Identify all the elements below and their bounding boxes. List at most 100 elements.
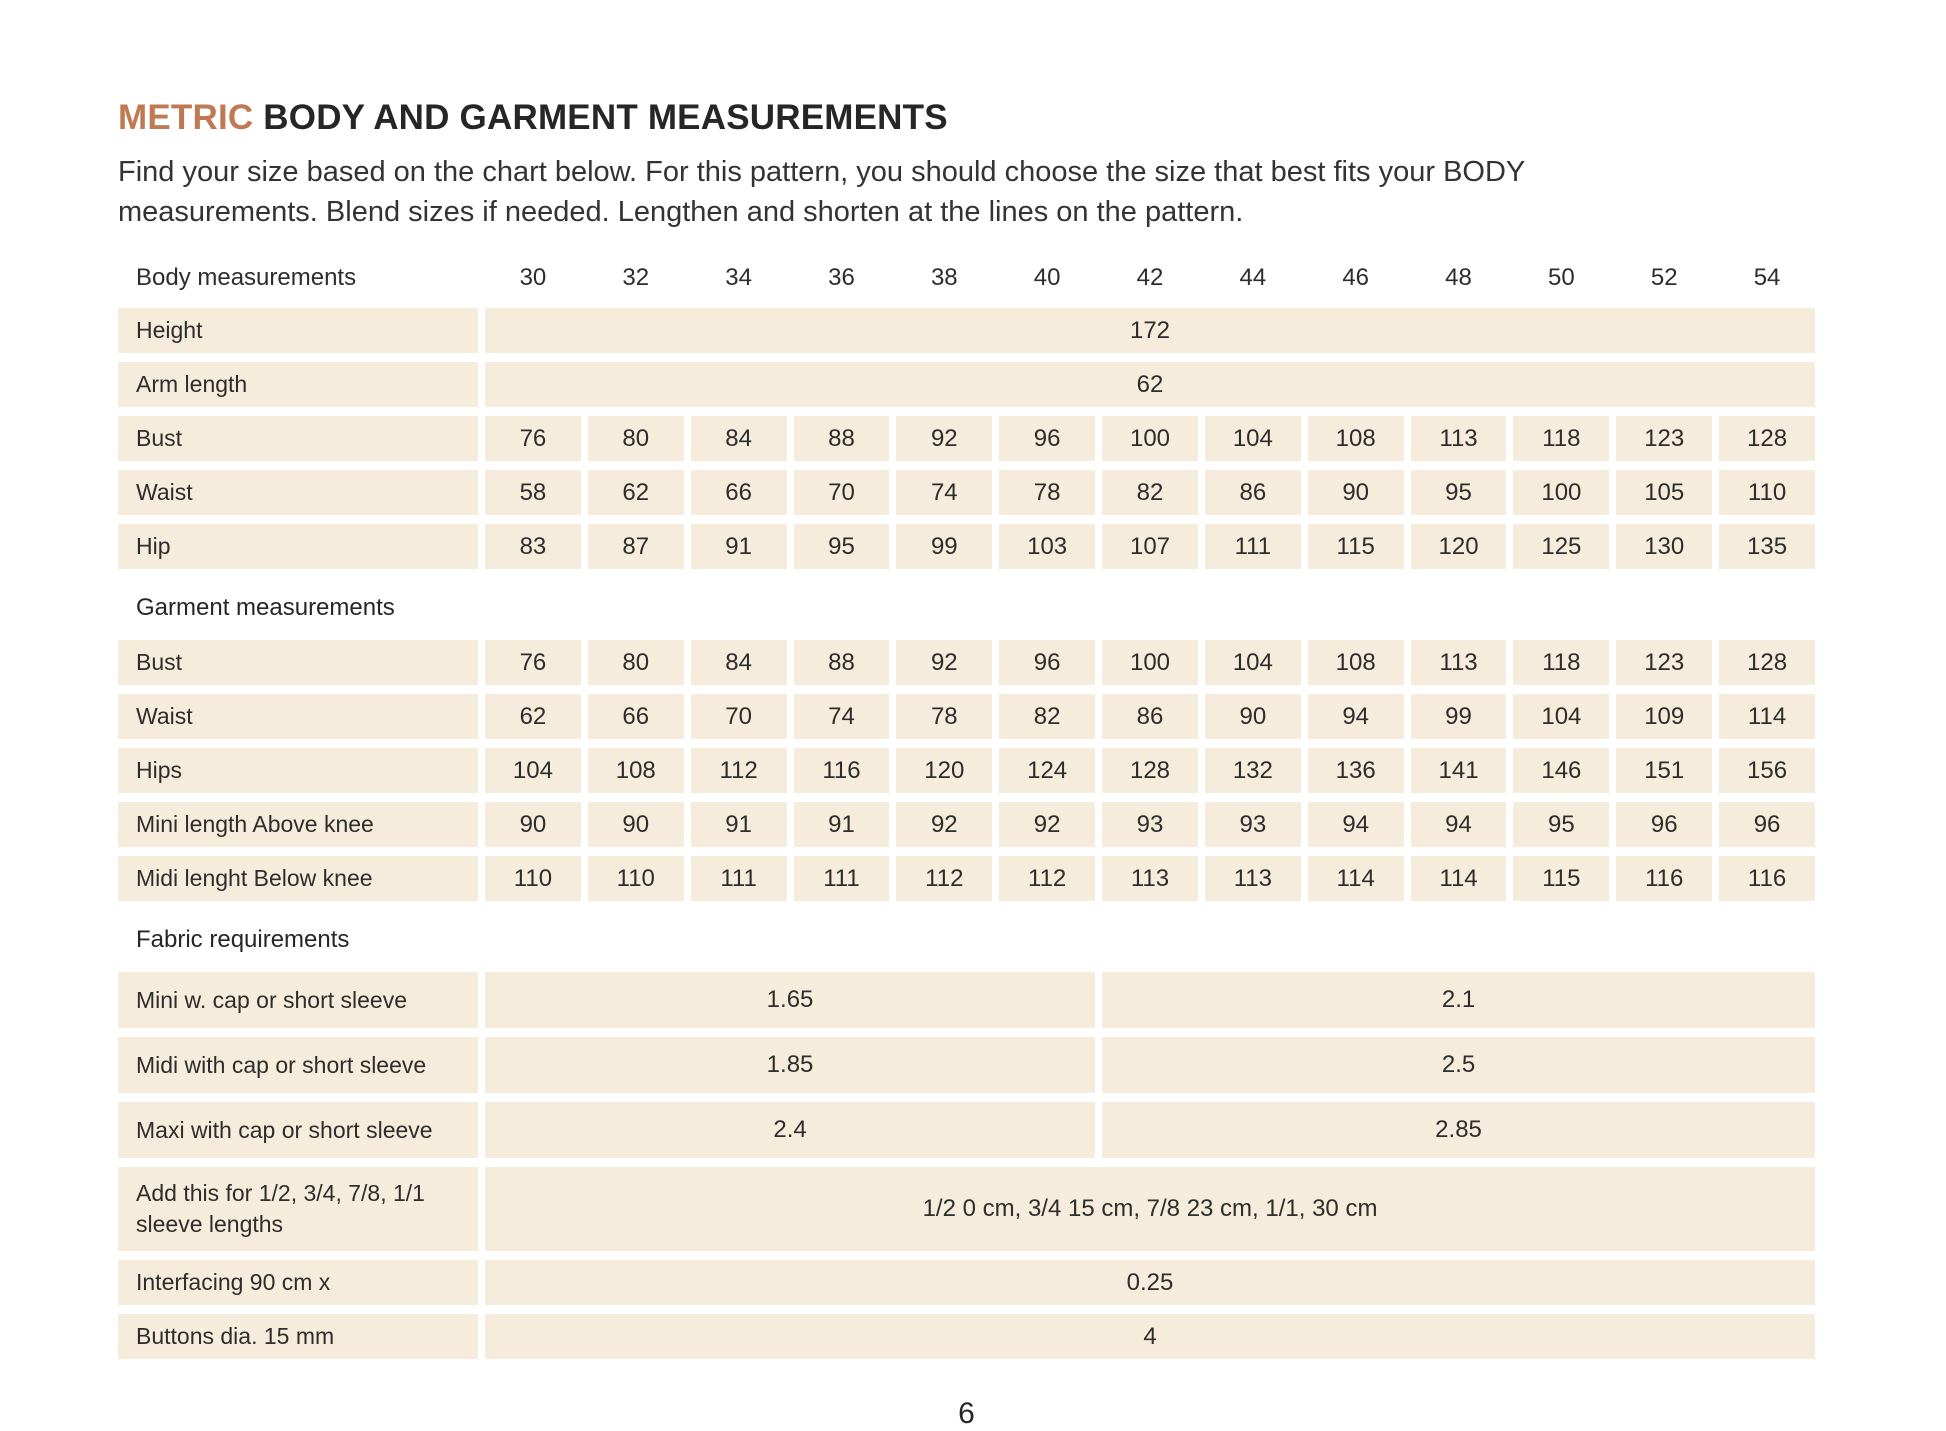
body-hip-cell: 99 [896,524,993,569]
garment-bust-cell: 123 [1616,640,1713,685]
size-column-header: 32 [622,264,650,291]
garment-hips-cell: 112 [690,748,787,793]
body-hip-cell: 83 [485,524,581,569]
garment-hips-row: Hips 104 108 112 116 120 124 128 132 136… [118,748,1815,793]
mini-length-cell: 94 [1410,802,1507,847]
garment-hips-cell: 141 [1410,748,1507,793]
row-label: Waist [118,470,478,515]
size-column-header: 34 [725,264,752,291]
mini-length-cell: 90 [587,802,684,847]
page-title-accent: METRIC [118,98,254,137]
garment-waist-cell: 114 [1719,694,1815,739]
garment-hips-cell: 128 [1102,748,1198,793]
garment-hips-cell: 136 [1307,748,1404,793]
body-hip-row: Hip 83 87 91 95 99 103 107 111 115 120 1… [118,524,1815,569]
mini-length-cell: 90 [485,802,581,847]
size-column-header: 50 [1548,264,1575,291]
row-label: Bust [118,416,478,461]
body-hip-cell: 87 [587,524,684,569]
body-hip-cell: 115 [1307,524,1404,569]
garment-waist-cell: 66 [587,694,684,739]
row-label: Hip [118,524,478,569]
sizes-header-row: Body measurements 30 32 34 36 38 40 42 4… [118,258,1815,298]
garment-hips-cell: 120 [896,748,993,793]
interfacing-row: Interfacing 90 cm x 0.25 [118,1260,1815,1305]
row-label: Midi lenght Below knee [118,856,478,901]
fabric-midi-row: Midi with cap or short sleeve 1.85 2.5 [118,1037,1815,1093]
midi-length-cell: 113 [1102,856,1198,901]
fabric-midi-small-sizes-cell: 1.85 [485,1037,1096,1093]
body-waist-cell: 78 [999,470,1096,515]
body-waist-cell: 62 [587,470,684,515]
buttons-row: Buttons dia. 15 mm 4 [118,1314,1815,1359]
midi-length-cell: 116 [1616,856,1713,901]
midi-length-cell: 110 [485,856,581,901]
mini-length-cell: 92 [896,802,993,847]
garment-waist-cell: 99 [1410,694,1507,739]
body-bust-cell: 128 [1719,416,1815,461]
row-label: Hips [118,748,478,793]
garment-bust-cell: 113 [1410,640,1507,685]
garment-waist-cell: 70 [690,694,787,739]
garment-waist-cell: 86 [1102,694,1198,739]
garment-hips-cell: 132 [1204,748,1301,793]
fabric-mini-large-sizes-cell: 2.1 [1102,972,1815,1028]
sleeve-add-value-cell: 1/2 0 cm, 3/4 15 cm, 7/8 23 cm, 1/1, 30 … [485,1167,1815,1251]
mini-length-cell: 91 [690,802,787,847]
row-label: Bust [118,640,478,685]
garment-hips-cell: 151 [1616,748,1713,793]
garment-bust-cell: 84 [690,640,787,685]
row-label: Midi with cap or short sleeve [118,1037,478,1093]
row-label: Mini length Above knee [118,802,478,847]
interfacing-value-cell: 0.25 [485,1260,1815,1305]
mini-length-cell: 94 [1307,802,1404,847]
garment-bust-cell: 108 [1307,640,1404,685]
body-waist-cell: 58 [485,470,581,515]
body-bust-cell: 104 [1204,416,1301,461]
midi-length-cell: 116 [1719,856,1815,901]
midi-length-cell: 112 [999,856,1096,901]
body-waist-cell: 100 [1513,470,1610,515]
midi-length-cell: 112 [896,856,993,901]
midi-length-cell: 110 [587,856,684,901]
size-column-header: 54 [1753,264,1781,291]
body-hip-cell: 95 [793,524,890,569]
garment-waist-row: Waist 62 66 70 74 78 82 86 90 94 99 104 … [118,694,1815,739]
body-bust-cell: 96 [999,416,1096,461]
mini-length-cell: 92 [999,802,1096,847]
fabric-maxi-large-sizes-cell: 2.85 [1102,1102,1815,1158]
midi-length-cell: 115 [1513,856,1610,901]
garment-waist-cell: 74 [793,694,890,739]
body-bust-cell: 113 [1410,416,1507,461]
mini-length-cell: 91 [793,802,890,847]
row-label: Arm length [118,362,478,407]
body-bust-cell: 118 [1513,416,1610,461]
body-waist-cell: 70 [793,470,890,515]
garment-bust-cell: 96 [999,640,1096,685]
subtitle-line-1: Find your size based on the chart below.… [118,156,1526,188]
garment-waist-cell: 94 [1307,694,1404,739]
mini-length-cell: 95 [1513,802,1610,847]
size-column-header: 38 [930,264,958,291]
body-hip-cell: 130 [1616,524,1713,569]
body-bust-cell: 80 [587,416,684,461]
page-title: METRIC BODY AND GARMENT MEASUREMENTS [118,98,1815,138]
garment-waist-cell: 109 [1616,694,1713,739]
midi-length-cell: 111 [793,856,890,901]
document-page: METRIC BODY AND GARMENT MEASUREMENTS Fin… [118,98,1815,1430]
garment-bust-cell: 104 [1204,640,1301,685]
row-label: Add this for 1/2, 3/4, 7/8, 1/1 sleeve l… [118,1167,478,1251]
midi-length-cell: 114 [1307,856,1404,901]
garment-bust-cell: 80 [587,640,684,685]
garment-bust-cell: 88 [793,640,890,685]
body-hip-cell: 107 [1102,524,1198,569]
garment-waist-cell: 104 [1513,694,1610,739]
body-hip-cell: 120 [1410,524,1507,569]
fabric-midi-large-sizes-cell: 2.5 [1102,1037,1815,1093]
subtitle-line-2: measurements. Blend sizes if needed. Len… [118,196,1244,228]
body-measurements-section-label: Body measurements [136,264,357,291]
body-waist-cell: 66 [690,470,787,515]
body-hip-cell: 91 [690,524,787,569]
garment-bust-cell: 100 [1102,640,1198,685]
garment-waist-cell: 62 [485,694,581,739]
